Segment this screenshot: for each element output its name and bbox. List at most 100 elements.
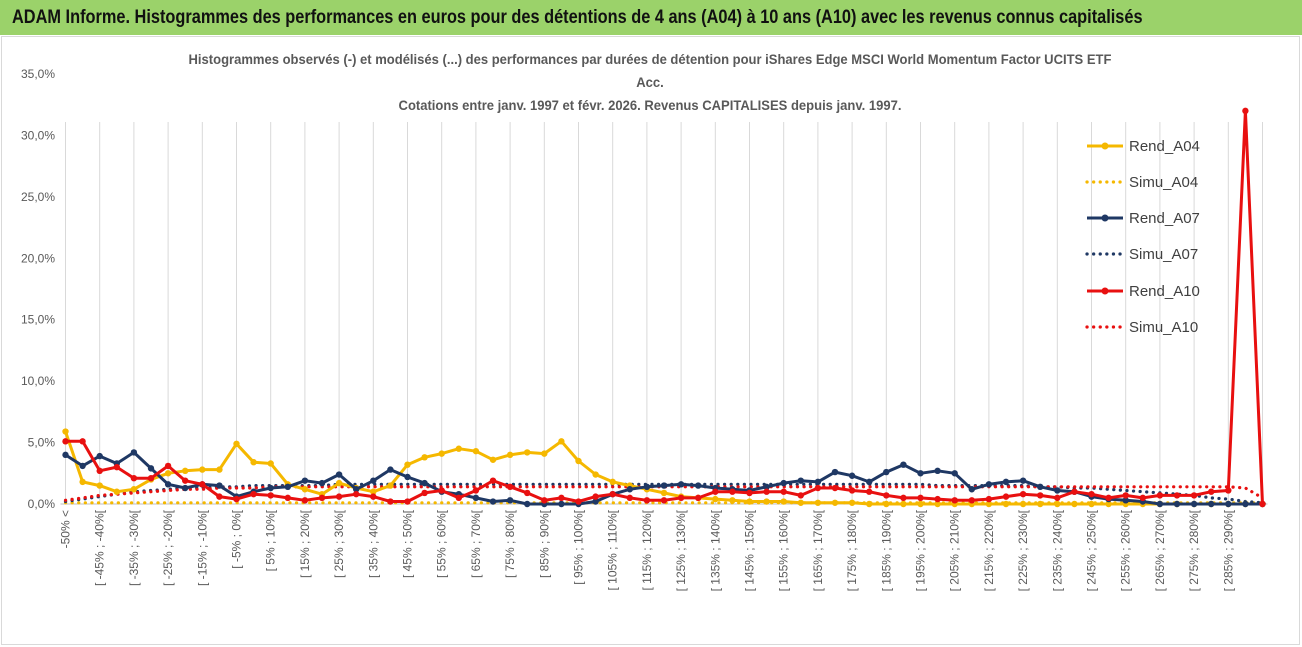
data-point-rend-a10 bbox=[985, 495, 993, 503]
data-point-rend-a07 bbox=[951, 470, 958, 477]
data-point-rend-a07 bbox=[1225, 500, 1232, 508]
data-point-rend-a10 bbox=[438, 487, 445, 494]
gridlines bbox=[65, 122, 1263, 504]
x-tick-label: [ 185% ; 190%[ bbox=[879, 509, 893, 591]
data-point-rend-a07 bbox=[968, 486, 975, 493]
data-point-rend-a07 bbox=[917, 470, 924, 477]
data-point-rend-a04 bbox=[900, 500, 907, 508]
y-tick-label: 35,0% bbox=[21, 67, 55, 81]
legend-item-simu-a04: Simu_A04 bbox=[1085, 170, 1198, 194]
data-point-rend-a04 bbox=[934, 500, 941, 508]
report-title: ADAM Informe. Histogrammes des performan… bbox=[12, 6, 1143, 28]
y-tick-label: 30,0% bbox=[21, 128, 55, 142]
data-point-rend-a07 bbox=[934, 467, 941, 475]
data-point-rend-a04 bbox=[335, 479, 343, 487]
data-point-rend-a04 bbox=[472, 447, 480, 455]
data-point-rend-a07 bbox=[592, 498, 599, 505]
series-line-rend-a10 bbox=[65, 109, 1264, 505]
data-point-rend-a04 bbox=[660, 489, 668, 497]
data-point-rend-a07 bbox=[1156, 500, 1164, 508]
data-point-rend-a07 bbox=[900, 461, 907, 468]
x-tick-label: [ -25% ; -20%[ bbox=[161, 509, 175, 586]
data-point-rend-a07 bbox=[404, 473, 411, 481]
data-point-rend-a07 bbox=[182, 484, 189, 492]
data-point-rend-a10 bbox=[216, 493, 223, 500]
data-point-rend-a07 bbox=[1002, 478, 1010, 486]
data-point-rend-a07 bbox=[147, 465, 155, 472]
legend-swatch bbox=[1085, 180, 1125, 184]
x-tick-label: [ 195% ; 200%[ bbox=[914, 509, 928, 591]
data-point-rend-a04 bbox=[917, 500, 924, 508]
report-header: ADAM Informe. Histogrammes des performan… bbox=[0, 0, 1302, 35]
data-point-rend-a04 bbox=[524, 449, 531, 456]
data-point-rend-a04 bbox=[592, 471, 599, 478]
x-tick-label: [ 145% ; 150%[ bbox=[743, 509, 757, 591]
x-tick-label: [ 175% ; 180%[ bbox=[845, 509, 859, 591]
data-point-rend-a04 bbox=[370, 488, 377, 495]
data-point-rend-a10 bbox=[164, 462, 172, 470]
legend-item-simu-a07: Simu_A07 bbox=[1085, 242, 1198, 266]
x-tick-label: [ 225% ; 230%[ bbox=[1016, 509, 1030, 591]
data-point-rend-a07 bbox=[130, 449, 138, 456]
data-point-rend-a10 bbox=[524, 489, 531, 497]
data-point-rend-a04 bbox=[1105, 500, 1112, 508]
data-point-rend-a10 bbox=[130, 475, 138, 482]
data-point-rend-a10 bbox=[763, 488, 770, 495]
data-point-rend-a04 bbox=[489, 456, 497, 463]
legend-marker bbox=[1101, 287, 1109, 295]
legend-swatch bbox=[1085, 252, 1125, 256]
data-point-rend-a04 bbox=[164, 470, 172, 477]
data-point-rend-a04 bbox=[848, 499, 856, 506]
x-tick-label: [ 75% ; 80%[ bbox=[503, 509, 517, 578]
legend-item-rend-a10: Rend_A10 bbox=[1085, 279, 1200, 303]
legend-marker bbox=[1101, 142, 1109, 150]
legend-label: Simu_A04 bbox=[1129, 173, 1199, 191]
data-point-rend-a10 bbox=[506, 483, 514, 490]
y-axis: 0,0% 5,0% 10,0% 15,0% 20,0% 25,0% 30,0% 35,0% bbox=[21, 67, 55, 511]
data-point-rend-a10 bbox=[404, 498, 411, 505]
legend-swatch bbox=[1087, 287, 1123, 295]
data-point-rend-a04 bbox=[558, 438, 565, 445]
data-point-rend-a07 bbox=[421, 479, 428, 487]
data-point-rend-a10 bbox=[1054, 494, 1061, 502]
legend-item-simu-a10: Simu_A10 bbox=[1085, 315, 1198, 339]
data-point-rend-a07 bbox=[643, 483, 651, 490]
data-point-rend-a10 bbox=[79, 438, 86, 445]
data-point-rend-a10 bbox=[1019, 490, 1027, 498]
y-tick-label: 10,0% bbox=[21, 374, 55, 388]
data-point-rend-a04 bbox=[113, 488, 121, 495]
data-point-rend-a10 bbox=[182, 477, 189, 484]
data-point-rend-a10 bbox=[1122, 492, 1129, 499]
x-tick-label: [ 35% ; 40%[ bbox=[366, 509, 380, 578]
chart-title-line-3: Cotations entre janv. 1997 et févr. 2026… bbox=[398, 97, 902, 113]
data-point-rend-a10 bbox=[1156, 492, 1164, 499]
x-tick-label: [ 205% ; 210%[ bbox=[948, 509, 962, 591]
data-point-rend-a10 bbox=[301, 497, 309, 504]
data-point-rend-a04 bbox=[250, 459, 257, 466]
data-point-rend-a04 bbox=[421, 454, 428, 461]
legend-marker bbox=[1101, 214, 1109, 222]
data-point-rend-a10 bbox=[147, 475, 155, 482]
data-point-rend-a10 bbox=[626, 494, 633, 502]
data-point-rend-a04 bbox=[79, 478, 86, 486]
legend-item-rend-a04: Rend_A04 bbox=[1085, 134, 1200, 158]
data-point-rend-a10 bbox=[848, 487, 856, 494]
data-point-rend-a10 bbox=[643, 497, 651, 504]
data-point-rend-a07 bbox=[370, 477, 377, 484]
data-point-rend-a04 bbox=[1002, 500, 1010, 508]
data-point-rend-a10 bbox=[1225, 487, 1232, 494]
data-point-rend-a10 bbox=[575, 498, 582, 505]
data-point-rend-a10 bbox=[831, 484, 839, 492]
data-point-rend-a04 bbox=[455, 445, 462, 452]
data-point-rend-a10 bbox=[695, 494, 702, 502]
x-tick-label: [ 265% ; 270%[ bbox=[1153, 509, 1167, 591]
data-point-rend-a07 bbox=[558, 500, 565, 508]
data-point-rend-a04 bbox=[763, 498, 770, 505]
legend-label: Rend_A07 bbox=[1129, 209, 1200, 227]
data-point-rend-a04 bbox=[182, 467, 189, 475]
data-point-rend-a04 bbox=[233, 440, 240, 447]
data-point-rend-a04 bbox=[1071, 500, 1078, 508]
x-tick-label: [ 45% ; 50%[ bbox=[401, 509, 415, 578]
data-point-rend-a07 bbox=[318, 479, 326, 487]
data-point-rend-a07 bbox=[524, 500, 531, 508]
